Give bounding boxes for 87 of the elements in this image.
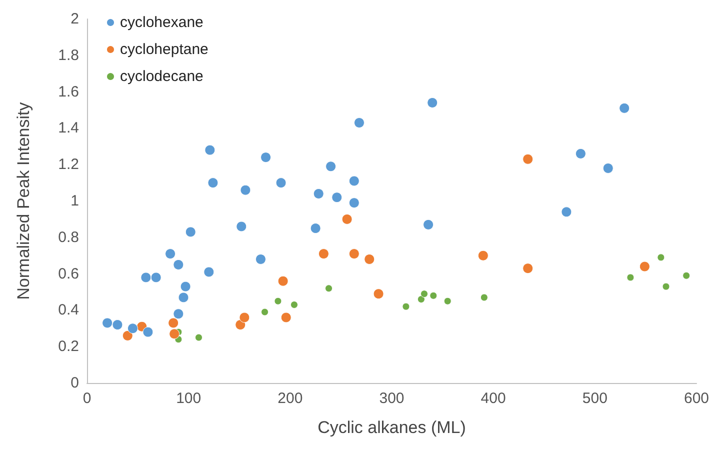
point: [423, 219, 434, 230]
point: [348, 248, 360, 260]
point: [240, 184, 251, 196]
point: [140, 272, 152, 283]
y-tick-label: 0.8: [58, 228, 79, 246]
point: [142, 326, 154, 338]
point: [239, 312, 250, 323]
point: [173, 259, 184, 270]
point: [626, 274, 634, 282]
point: [185, 226, 196, 238]
point: [318, 248, 329, 260]
point: [354, 117, 364, 128]
point: [430, 292, 438, 300]
x-tick-label: 300: [379, 390, 404, 407]
point: [194, 334, 202, 342]
point: [102, 318, 113, 328]
point: [662, 282, 670, 290]
point: [657, 254, 665, 262]
y-tick-label: 1.2: [58, 156, 79, 174]
legend-label: cycloheptane: [120, 41, 208, 58]
point: [165, 248, 176, 260]
point: [235, 320, 246, 330]
point: [417, 296, 425, 304]
y-axis-title: Normalized Peak Intensity: [14, 102, 33, 300]
y-tick-label: 0.4: [58, 302, 79, 319]
x-tick-label: 0: [82, 390, 92, 407]
point: [326, 161, 336, 172]
point: [342, 214, 352, 224]
point: [364, 254, 375, 264]
point: [261, 308, 269, 316]
point: [348, 198, 360, 208]
point: [278, 276, 288, 286]
point: [427, 97, 438, 108]
point: [178, 292, 189, 303]
point: [122, 330, 133, 341]
point: [682, 272, 690, 280]
point: [173, 308, 184, 320]
y-tick-label: 2: [70, 10, 79, 28]
point: [619, 102, 630, 114]
y-tick-label: 1: [70, 192, 79, 210]
point: [274, 297, 282, 305]
point: [280, 312, 292, 323]
point: [236, 221, 247, 232]
point: [290, 300, 298, 308]
point: [639, 261, 650, 272]
x-tick-label: 200: [278, 390, 303, 407]
point: [575, 148, 586, 159]
y-tick-label: 0.6: [58, 265, 79, 282]
point: [478, 250, 488, 261]
x-tick-label: 500: [582, 390, 608, 407]
point: [561, 206, 572, 218]
y-tick-label: 1.6: [58, 83, 79, 100]
point: [127, 323, 138, 334]
point: [112, 320, 123, 330]
point: [276, 178, 286, 188]
point: [480, 294, 488, 302]
point: [313, 188, 324, 199]
point: [420, 290, 428, 298]
x-tick-label: 100: [176, 390, 202, 407]
point: [373, 288, 384, 300]
legend-label: cyclohexane: [120, 14, 204, 31]
y-tick-label: 0.2: [58, 338, 79, 356]
point: [208, 178, 218, 188]
point: [332, 192, 342, 203]
point: [348, 176, 360, 186]
point: [180, 281, 191, 292]
point: [168, 318, 179, 328]
legend-label: cyclodecane: [120, 68, 204, 85]
point: [444, 297, 452, 305]
point: [602, 162, 614, 174]
x-tick-label: 400: [480, 390, 506, 407]
y-tick-label: 0: [70, 374, 79, 392]
y-tick-label: 1.8: [58, 46, 79, 64]
point: [402, 302, 410, 310]
point: [260, 152, 272, 163]
point: [522, 263, 534, 274]
point: [522, 154, 534, 164]
x-tick-label: 600: [684, 390, 709, 407]
point: [325, 284, 333, 292]
y-tick-label: 1.4: [58, 120, 79, 137]
point: [255, 254, 266, 264]
point: [310, 223, 321, 234]
point: [150, 272, 162, 283]
x-axis-title: Cyclic alkanes (ML): [318, 418, 466, 437]
point: [204, 266, 214, 278]
point: [169, 328, 180, 340]
point: [204, 144, 216, 156]
